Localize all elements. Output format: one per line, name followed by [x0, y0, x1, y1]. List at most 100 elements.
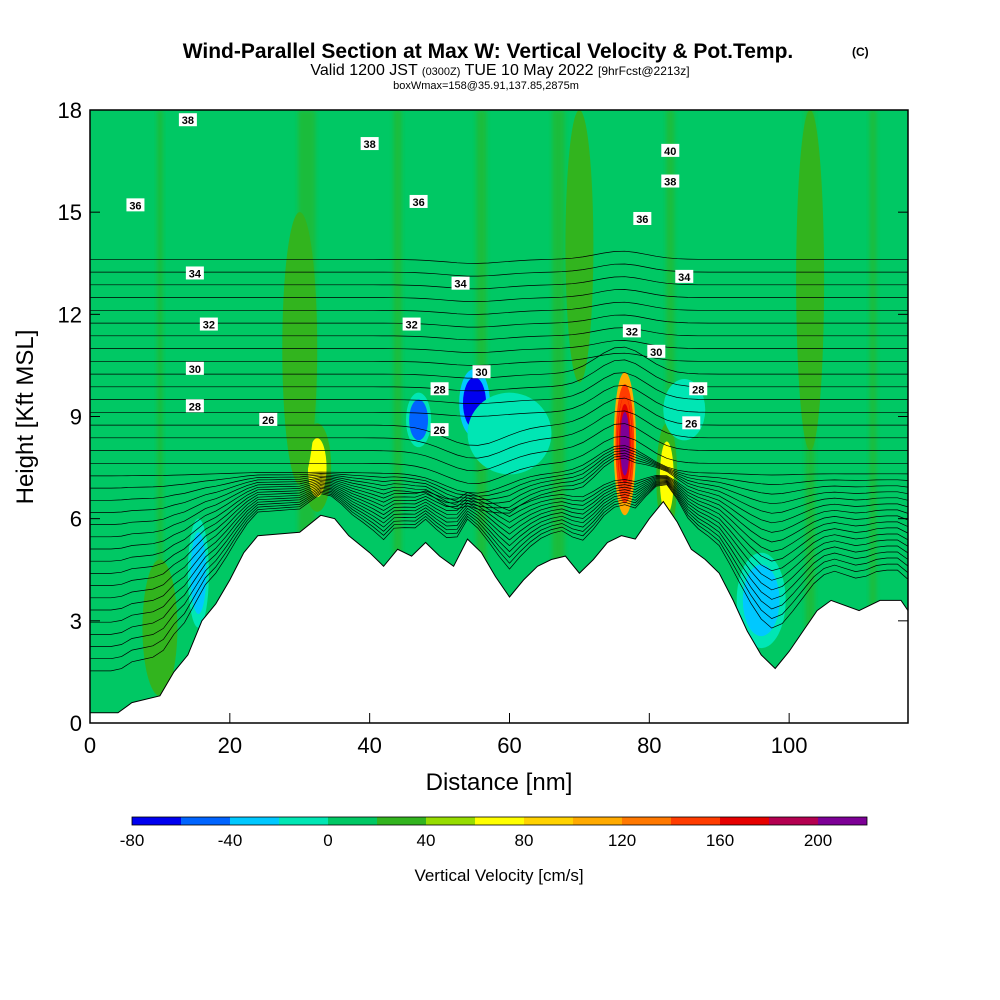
theta-contour-label-text: 38 [182, 115, 194, 127]
x-tick-label: 20 [218, 733, 242, 758]
theta-contour-label: 36 [633, 211, 652, 226]
theta-contour-label-text: 26 [262, 415, 274, 427]
colorbar-ticks: -80 -40 0 40 80 120 160 200 [120, 831, 832, 850]
theta-contour-line [90, 289, 908, 302]
theta-contour-label-text: 30 [650, 347, 662, 359]
velocity-stripe [157, 110, 163, 723]
x-tick-label: 40 [357, 733, 381, 758]
theta-contour-label-text: 36 [129, 200, 141, 212]
theta-contour-label-text: 30 [475, 367, 487, 379]
colorbar-segment [622, 817, 671, 825]
theta-contour-label-text: 28 [692, 384, 704, 396]
subtitle-fcst: [9hrFcst@2213z] [598, 64, 690, 78]
theta-contour-label: 34 [675, 269, 694, 284]
theta-contour-line [90, 457, 908, 538]
theta-contour-label: 34 [185, 266, 204, 280]
theta-contour-line [90, 250, 908, 264]
theta-contour-line [90, 475, 908, 550]
colorbar-tick-label: 40 [417, 831, 436, 850]
theta-contour-line [90, 477, 908, 574]
theta-contour-label: 28 [689, 382, 708, 396]
velocity-stripe [393, 110, 402, 723]
theta-contour-label-text: 38 [364, 139, 376, 151]
theta-contour-line [90, 450, 908, 501]
theta-contour-line [90, 452, 908, 513]
theta-contour-line [90, 276, 908, 290]
theta-contour-label: 34 [451, 276, 470, 291]
colorbar-segment [279, 817, 328, 825]
theta-contour-label: 38 [661, 174, 680, 189]
theta-contour-label: 38 [360, 137, 379, 151]
x-axis-ticks: 0 20 40 60 80 100 [84, 713, 808, 758]
x-tick-label: 80 [637, 733, 661, 758]
theta-contour-label: 36 [126, 198, 145, 212]
theta-contour-line [90, 327, 908, 341]
colorbar-segment [377, 817, 426, 825]
colorbar-tick-label: 160 [706, 831, 734, 850]
theta-contour-line [90, 481, 908, 635]
chart-subtitle: Valid 1200 JST (0300Z) TUE 10 May 2022 [… [310, 62, 689, 79]
colorbar [131, 816, 868, 826]
y-axis-label: Height [Kft MSL] [12, 330, 39, 505]
theta-contour-line [90, 436, 908, 484]
theta-contour-labels: 38 38 40 38 36 36 36 34 34 34 32 32 32 30 30 30 28 28 28 26… [126, 113, 708, 437]
theta-contour-label-text: 28 [189, 401, 201, 413]
theta-contour-line [90, 423, 908, 472]
theta-contour-label-text: 40 [664, 146, 676, 158]
theta-contour-label-text: 32 [405, 320, 417, 332]
theta-contour-label-text: 26 [433, 425, 445, 437]
theta-contour-label: 38 [178, 113, 197, 127]
theta-contour-line [90, 476, 908, 562]
colorbar-tick-label: 80 [515, 831, 534, 850]
x-tick-label: 0 [84, 733, 96, 758]
theta-contour-label: 36 [409, 194, 428, 209]
theta-contour-line [90, 447, 908, 497]
velocity-feature [800, 166, 820, 394]
theta-contour-label: 28 [185, 399, 204, 413]
theta-contour-label: 28 [430, 382, 449, 396]
theta-contour-label: 40 [661, 143, 680, 158]
y-tick-label: 6 [70, 507, 82, 532]
theta-contour-line [90, 372, 908, 404]
colorbar-segment [671, 817, 720, 825]
theta-contour-label: 32 [402, 317, 421, 332]
theta-contour-label-text: 34 [678, 272, 691, 284]
theta-contour-line [90, 445, 908, 494]
theta-contour-label: 32 [199, 317, 218, 332]
velocity-feature [190, 532, 207, 615]
velocity-feature [409, 399, 429, 441]
theta-contour-label-text: 36 [412, 197, 424, 209]
theta-contour-line [90, 482, 908, 647]
colorbar-tick-label: 120 [608, 831, 636, 850]
theta-contour-line [90, 480, 908, 623]
theta-contour-label-text: 36 [636, 214, 648, 226]
y-tick-label: 12 [58, 302, 82, 327]
chart-info: boxWmax=158@35.91,137.85,2875m [393, 80, 579, 92]
theta-contour-line [90, 346, 908, 379]
terrain [90, 500, 908, 723]
theta-contour-line [90, 478, 908, 586]
colorbar-segment [328, 817, 377, 825]
theta-contour-line [90, 397, 908, 446]
theta-contour-label-text: 30 [189, 364, 201, 376]
velocity-feature [620, 411, 630, 476]
theta-contour-line [90, 483, 908, 660]
colorbar-segment [426, 817, 475, 825]
y-tick-label: 9 [70, 405, 82, 430]
colorbar-segment [230, 817, 279, 825]
y-tick-label: 0 [70, 711, 82, 736]
theta-contour-line [90, 263, 908, 277]
theta-contour-line [90, 301, 908, 315]
theta-contour-line [90, 314, 908, 328]
theta-contour-line [90, 484, 908, 672]
colorbar-tick-label: 200 [804, 831, 832, 850]
theta-contour-line [90, 340, 908, 353]
theta-contour-label: 26 [259, 412, 278, 427]
theta-contour-line [90, 410, 908, 459]
colorbar-tick-label: -40 [218, 831, 243, 850]
y-tick-label: 18 [58, 98, 82, 123]
theta-contour-label: 32 [622, 324, 641, 338]
colorbar-segment [524, 817, 573, 825]
theta-contour-label: 30 [647, 344, 666, 359]
